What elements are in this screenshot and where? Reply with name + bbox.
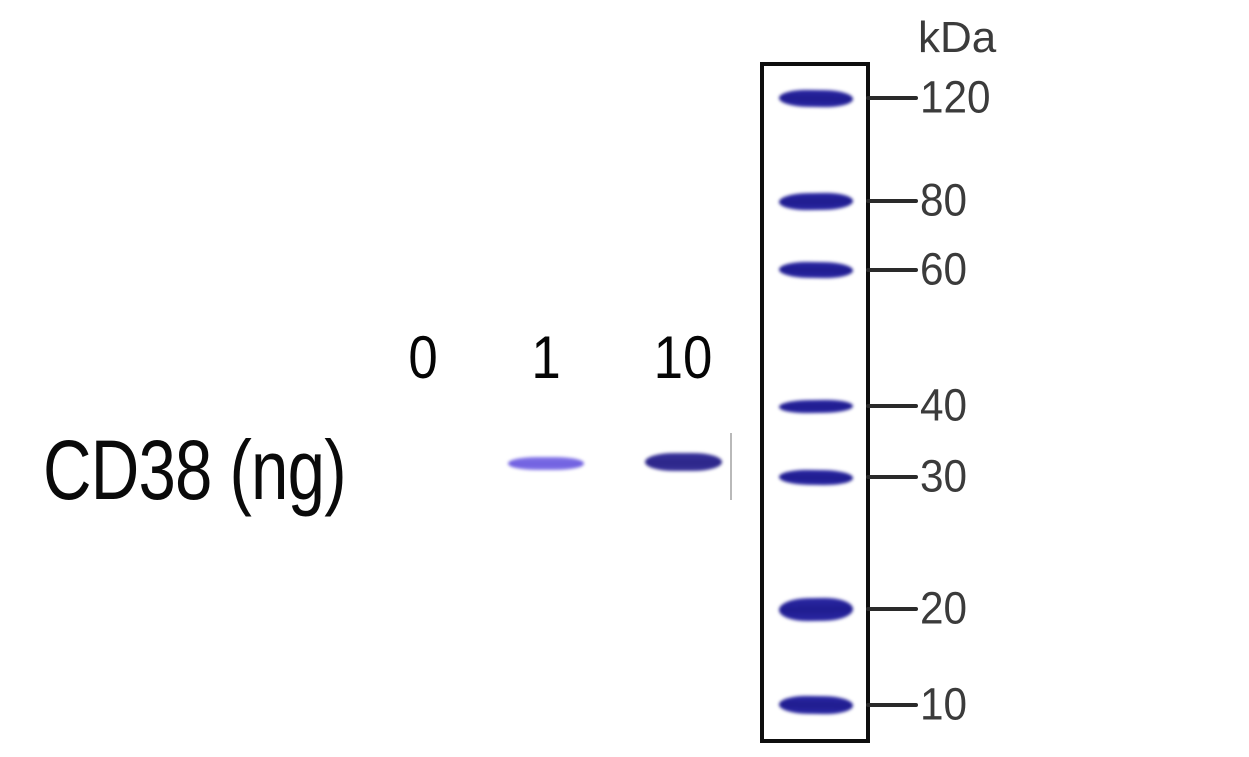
ladder-label-60: 60	[920, 243, 968, 295]
ladder-tick-120	[866, 96, 918, 100]
ladder-band-20	[778, 596, 854, 622]
ladder-band-30	[778, 468, 854, 486]
sample-band-lane-1	[508, 456, 584, 470]
antibody-amount-label: CD38 (ng)	[43, 423, 347, 517]
ladder-label-80: 80	[920, 174, 968, 226]
kda-unit-label: kDa	[918, 13, 997, 62]
lane-label-10: 10	[653, 324, 713, 391]
ladder-label-120: 120	[920, 71, 991, 123]
ladder-tick-10	[866, 703, 918, 707]
ladder-band-10	[778, 695, 854, 715]
lane-edge-artifact-line	[730, 433, 732, 500]
sample-band-lane-10	[644, 453, 722, 471]
ladder-band-40	[778, 398, 854, 414]
ladder-band-60	[778, 261, 854, 279]
ladder-tick-40	[866, 404, 918, 408]
ladder-band-120	[778, 88, 854, 108]
ladder-label-40: 40	[920, 379, 968, 431]
ladder-label-20: 20	[920, 582, 968, 634]
ladder-tick-20	[866, 607, 918, 611]
ladder-tick-80	[866, 199, 918, 203]
ladder-label-10: 10	[920, 678, 968, 730]
ladder-band-80	[778, 191, 854, 211]
ladder-label-30: 30	[920, 450, 968, 502]
lane-label-1: 1	[531, 324, 561, 391]
ladder-tick-60	[866, 268, 918, 272]
lane-label-0: 0	[408, 324, 438, 391]
ladder-tick-30	[866, 475, 918, 479]
